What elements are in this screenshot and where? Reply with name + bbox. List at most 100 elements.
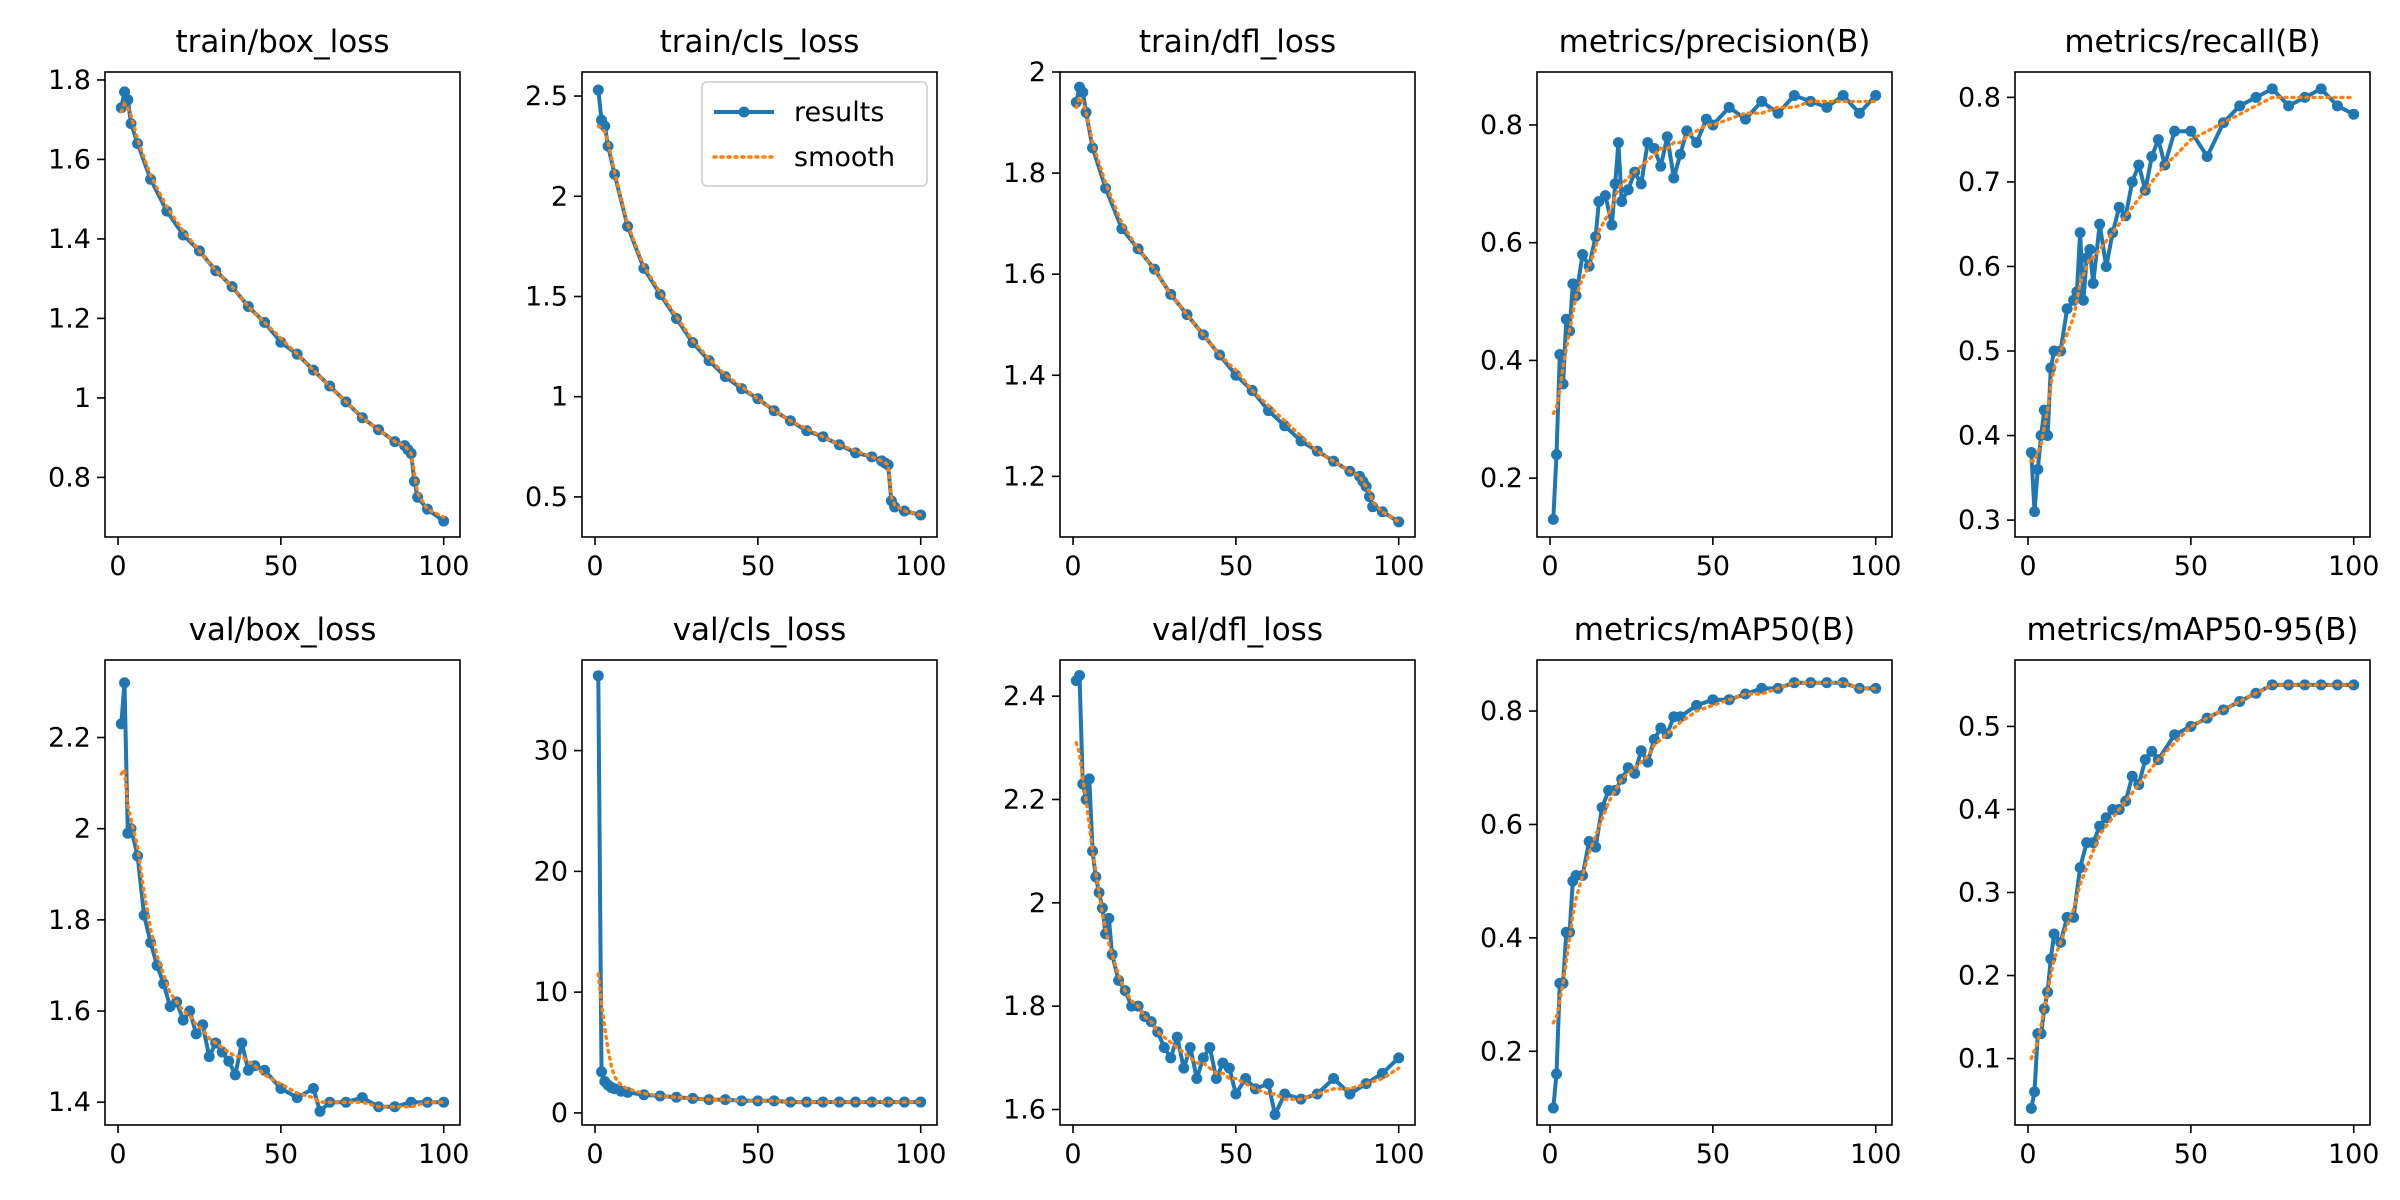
results-point: [2029, 1086, 2041, 1098]
results-point: [177, 229, 189, 241]
plot-frame: [2014, 71, 2371, 538]
results-point: [1655, 160, 1667, 172]
x-tick-label: 0: [109, 551, 126, 582]
y-tick-label: 1: [74, 383, 91, 414]
chart-title: metrics/recall(B): [2064, 24, 2320, 60]
x-tick-label: 50: [1696, 551, 1730, 582]
results-series-line: [2029, 682, 2354, 1109]
x-tick-label: 50: [741, 551, 775, 582]
x-tick-label: 100: [895, 1139, 947, 1170]
x-tick-label: 50: [264, 551, 298, 582]
results-point: [1171, 1031, 1183, 1043]
chart-title: val/dfl_loss: [1152, 612, 1323, 648]
results-point: [438, 515, 450, 527]
results-point: [2185, 125, 2197, 137]
results-point: [2077, 294, 2089, 306]
results-point: [1087, 845, 1099, 857]
x-tick-label: 50: [1219, 551, 1253, 582]
y-tick-label: 0.6: [1958, 251, 2001, 282]
results-point: [307, 1083, 319, 1095]
results-point: [2025, 1102, 2037, 1114]
y-tick-label: 1.8: [48, 905, 91, 936]
results-point: [1788, 90, 1800, 102]
results-point: [1083, 773, 1095, 785]
results-point: [1547, 1102, 1559, 1114]
x-tick-label: 0: [586, 551, 603, 582]
plot-frame: [581, 659, 938, 1126]
x-tick-label: 100: [895, 551, 947, 582]
x-tick-label: 100: [1850, 551, 1902, 582]
results-point: [1609, 178, 1621, 190]
results-point: [1560, 313, 1572, 325]
results-point: [1204, 1042, 1216, 1053]
results-point: [1344, 1088, 1356, 1100]
chart-svg-7: val/dfl_loss 1.6 1.8 2 2.2 2.4 0 50 100: [1003, 612, 1425, 1170]
results-point: [2250, 91, 2262, 103]
x-tick-label: 0: [2019, 1139, 2036, 1170]
results-point: [2048, 928, 2060, 940]
legend-label: smooth: [794, 142, 895, 173]
y-tick-label: 0.3: [1958, 505, 2001, 536]
results-point: [1223, 1062, 1235, 1074]
results-point: [177, 1014, 189, 1026]
results-point: [768, 1095, 780, 1107]
chart-svg-9: metrics/mAP50-95(B) 0.1 0.2 0.3 0.4 0.5 0 50 100: [1958, 612, 2379, 1170]
results-point: [1547, 513, 1559, 525]
chart-svg-6: val/cls_loss 0 10 20 30 0 50 100: [534, 612, 947, 1170]
x-tick-label: 50: [2174, 1139, 2208, 1170]
smooth-series-line: [1551, 681, 1878, 1025]
y-tick-label: 10: [534, 977, 568, 1008]
legend-label: results: [794, 97, 884, 128]
results-point: [1554, 349, 1566, 361]
results-point: [889, 501, 901, 513]
x-tick-label: 100: [418, 1139, 470, 1170]
results-point: [1103, 912, 1115, 924]
results-series-line: [1551, 93, 1878, 520]
x-tick-label: 0: [586, 1139, 603, 1170]
results-series-line: [1074, 673, 1401, 1117]
results-point: [817, 1096, 829, 1108]
y-tick-label: 0.2: [1480, 463, 1523, 494]
results-point: [2348, 108, 2360, 120]
results-point: [592, 670, 604, 682]
chart-title: metrics/mAP50(B): [1574, 612, 1855, 648]
results-point: [1837, 90, 1849, 102]
y-tick-label: 2.2: [48, 723, 91, 754]
x-tick-label: 50: [1696, 1139, 1730, 1170]
plot-frame: [2014, 659, 2371, 1126]
x-tick-label: 0: [1064, 1139, 1081, 1170]
results-point: [1772, 107, 1784, 119]
plot-frame: [1059, 659, 1416, 1126]
y-tick-label: 0.6: [1480, 809, 1523, 840]
y-tick-label: 1.2: [1003, 461, 1046, 492]
results-point: [2087, 277, 2099, 289]
chart-title: val/box_loss: [189, 612, 377, 648]
y-tick-label: 1.8: [48, 65, 91, 96]
chart-svg-1: train/cls_loss 0.5 1 1.5 2 2.5 0 50 100 results sm…: [525, 24, 947, 582]
y-tick-label: 1.4: [48, 224, 91, 255]
results-point: [1739, 113, 1751, 125]
x-tick-label: 0: [1064, 551, 1081, 582]
results-point: [2061, 303, 2073, 315]
results-point: [314, 1105, 326, 1117]
results-point: [2133, 159, 2145, 171]
legend-results-marker: [738, 106, 750, 118]
y-tick-label: 0.4: [1958, 421, 2001, 452]
results-point: [2315, 83, 2327, 95]
chart-title: train/dfl_loss: [1139, 24, 1336, 60]
results-point: [1197, 1052, 1209, 1064]
results-point: [599, 120, 611, 132]
results-point: [1262, 1078, 1274, 1090]
results-point: [1577, 248, 1589, 260]
results-point: [1668, 172, 1680, 184]
results-point: [1635, 745, 1647, 757]
chart-svg-2: train/dfl_loss 1.2 1.4 1.6 1.8 2 0 50 100: [1003, 24, 1424, 582]
results-point: [223, 1055, 235, 1067]
results-point: [2100, 260, 2112, 272]
x-tick-label: 100: [1373, 1139, 1425, 1170]
results-point: [291, 1092, 303, 1104]
y-tick-label: 2.2: [1003, 785, 1046, 816]
smooth-series-line: [119, 764, 446, 1109]
results-point: [2094, 820, 2106, 832]
y-tick-label: 30: [534, 736, 568, 767]
